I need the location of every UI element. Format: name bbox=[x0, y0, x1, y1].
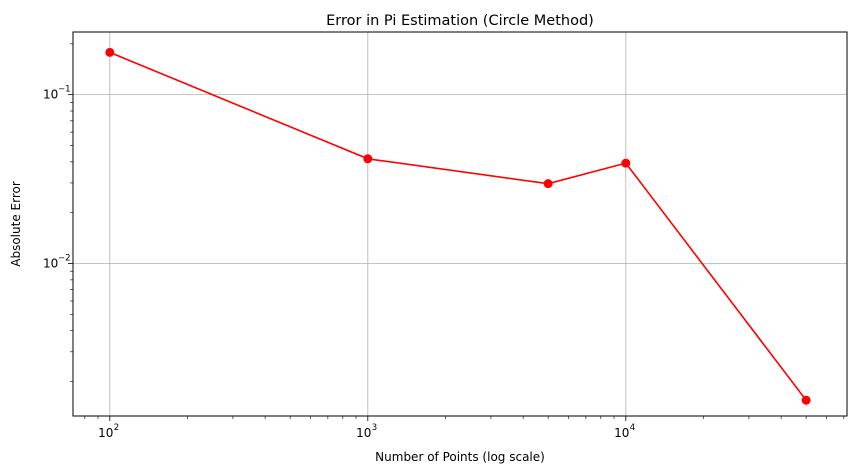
data-point bbox=[363, 154, 373, 164]
tick-labels: 10 2 10 3 10 410 −110 −2 bbox=[43, 85, 635, 440]
y-axis-label: Absolute Error bbox=[9, 181, 23, 267]
data-point bbox=[543, 179, 553, 189]
series-layer bbox=[105, 47, 811, 405]
data-point bbox=[621, 158, 631, 168]
x-tick-label: 10 bbox=[356, 426, 371, 440]
data-point bbox=[801, 395, 811, 405]
grid bbox=[73, 32, 847, 416]
x-tick-label: 10 bbox=[614, 426, 629, 440]
y-tick-label-exponent: −2 bbox=[58, 254, 71, 264]
x-tick-label-exponent: 3 bbox=[372, 423, 377, 433]
x-tick-label: 10 bbox=[98, 426, 113, 440]
plot-frame bbox=[72, 31, 848, 417]
y-tick-label: 10 bbox=[43, 257, 58, 271]
x-axis-label: Number of Points (log scale) bbox=[375, 450, 545, 464]
x-tick-label-exponent: 4 bbox=[630, 423, 635, 433]
major-ticks bbox=[68, 94, 627, 421]
data-point bbox=[105, 47, 115, 57]
x-tick-label-exponent: 2 bbox=[114, 423, 119, 433]
y-tick-label: 10 bbox=[43, 88, 58, 102]
y-tick-label-exponent: −1 bbox=[58, 85, 71, 95]
chart-title: Error in Pi Estimation (Circle Method) bbox=[326, 13, 594, 29]
